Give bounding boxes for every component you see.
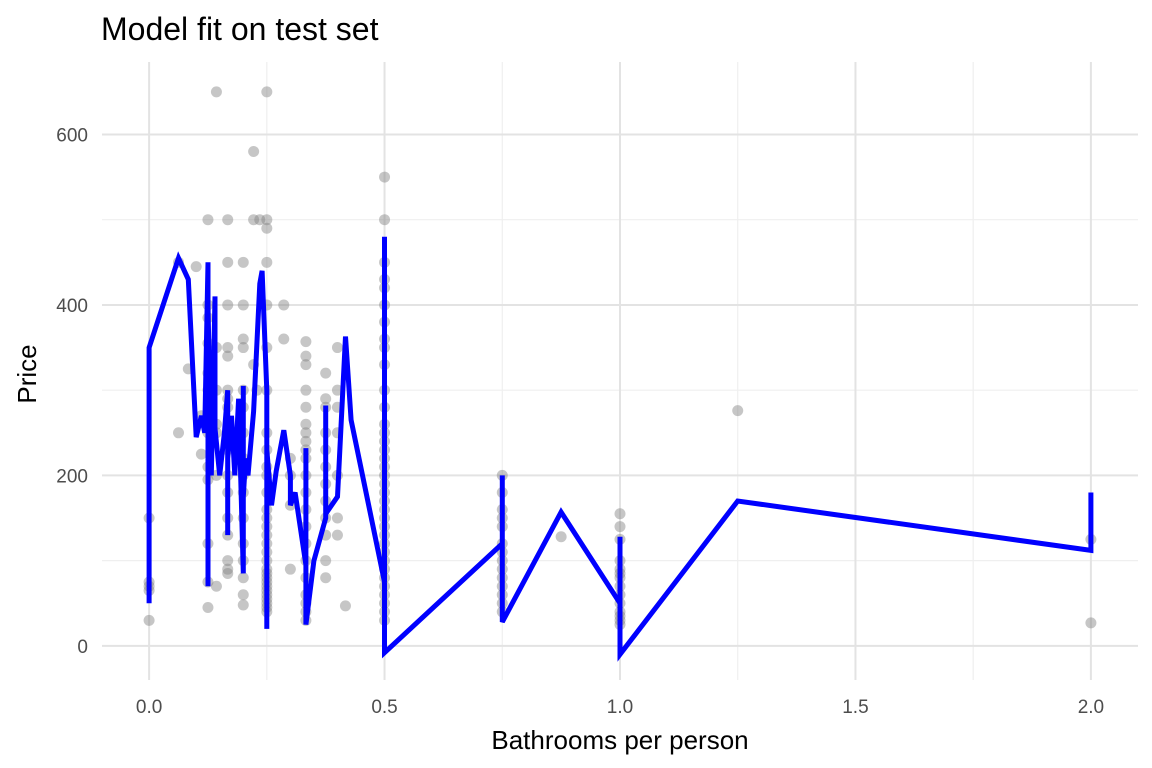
data-point [300,401,312,413]
data-point [237,589,249,601]
data-point [278,333,290,345]
data-point [300,427,312,439]
data-point [300,350,312,362]
data-point [261,256,273,268]
data-point [173,427,185,439]
data-point [261,86,273,98]
data-point [261,222,273,234]
data-point [331,512,343,524]
data-point [248,146,260,158]
data-point [284,563,296,575]
data-point [320,572,332,584]
fit-line [146,236,1094,662]
data-point [331,342,343,354]
y-tick-label: 200 [56,466,88,487]
data-point [222,299,234,311]
data-point [195,448,207,460]
data-point [237,599,249,611]
y-tick-label: 600 [56,125,88,146]
data-point [210,86,222,98]
data-point [614,521,626,533]
data-point [202,602,214,614]
y-tick-label: 0 [77,637,88,658]
data-point [254,214,266,226]
x-tick-label: 1.0 [607,697,633,718]
data-point [222,350,234,362]
data-point [732,405,744,417]
chart-title: Model fit on test set [101,11,379,47]
fit-line-group [146,236,1094,662]
data-point [320,367,332,379]
data-point [320,393,332,405]
x-tick-label: 2.0 [1078,697,1104,718]
data-point [300,384,312,396]
x-tick-label: 0.0 [136,697,162,718]
data-point [222,342,234,354]
data-point [300,418,312,430]
data-point [278,299,290,311]
data-point [300,336,312,348]
data-point [300,359,312,371]
data-point [300,435,312,447]
x-tick-labels: 0.0 0.5 1.0 1.5 2.0 [136,697,1104,718]
data-point [1085,617,1097,629]
y-tick-labels: 0 200 400 600 [56,125,88,657]
x-axis-title: Bathrooms per person [491,725,748,755]
data-point [237,342,249,354]
data-point [614,508,626,520]
data-point [339,600,351,612]
data-point [237,572,249,584]
data-point [555,531,567,543]
data-point [331,529,343,541]
data-point [237,256,249,268]
data-point [248,214,260,226]
data-point [379,214,391,226]
data-point [222,555,234,567]
data-point [222,256,234,268]
data-point [202,214,214,226]
data-point [261,214,273,226]
data-point [222,563,234,575]
y-axis-title: Price [12,344,42,403]
data-point [320,555,332,567]
x-tick-label: 1.5 [842,697,868,718]
data-point [222,214,234,226]
data-point [379,171,391,183]
x-tick-label: 0.5 [371,697,397,718]
y-tick-label: 400 [56,296,88,317]
data-point [237,299,249,311]
data-point [190,261,202,273]
data-point [222,567,234,579]
data-point [143,614,155,626]
data-point [210,580,222,592]
data-point [237,333,249,345]
